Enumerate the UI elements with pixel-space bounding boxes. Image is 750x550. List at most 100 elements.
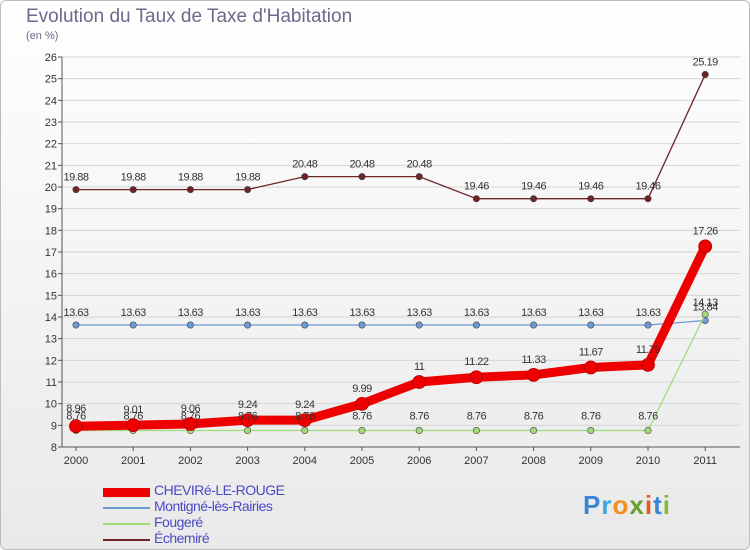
data-label: 13.63: [521, 307, 546, 319]
data-label: 9.99: [352, 383, 372, 395]
y-tick-label: 23: [45, 117, 57, 129]
y-tick-label: 11: [46, 377, 57, 389]
data-label: 8.76: [524, 411, 544, 423]
data-point: [415, 173, 423, 181]
data-point: [129, 186, 137, 194]
legend-label: Fougeré: [154, 514, 203, 530]
legend-label: CHEVIRé-LE-ROUGE: [154, 482, 285, 498]
data-label: 19.88: [235, 172, 260, 184]
x-tick-label: 2002: [178, 455, 202, 467]
data-point: [701, 310, 709, 318]
series-line: [71, 241, 710, 431]
data-point: [301, 321, 309, 329]
data-label: 17.26: [693, 225, 718, 237]
y-tick-label: 14: [45, 312, 57, 324]
y-tick-label: 18: [45, 225, 57, 237]
data-point: [183, 417, 198, 431]
data-point: [412, 375, 427, 389]
data-point: [358, 173, 366, 181]
data-point: [297, 413, 312, 428]
data-label: 11.22: [464, 356, 489, 368]
data-label: 11: [414, 361, 425, 373]
data-label: 8.76: [66, 411, 86, 423]
x-tick-label: 2006: [407, 455, 431, 467]
data-point: [415, 427, 423, 435]
data-label: 19.88: [121, 172, 146, 184]
data-label: 13.63: [635, 307, 660, 319]
y-tick-label: 25: [45, 74, 57, 86]
data-point: [472, 427, 480, 435]
legend-label: Montigné-lès-Rairies: [154, 498, 273, 514]
legend-swatch: [103, 539, 150, 541]
y-tick-label: 12: [45, 355, 57, 367]
data-label: 13.63: [407, 307, 432, 319]
series-line: [75, 73, 706, 200]
x-tick-label: 2004: [293, 455, 317, 467]
data-label: 8.76: [638, 411, 658, 423]
data-point: [530, 321, 538, 329]
data-point: [701, 71, 709, 79]
x-tick-label: 2009: [579, 455, 603, 467]
data-point: [301, 427, 309, 435]
y-tick-label: 13: [45, 334, 57, 346]
data-label: 8.76: [181, 411, 201, 423]
data-label: 19.88: [63, 172, 88, 184]
data-point: [641, 357, 655, 372]
y-tick-label: 9: [51, 420, 57, 432]
data-label: 20.48: [349, 159, 374, 171]
y-tick-label: 16: [45, 269, 57, 281]
data-label: 9.24: [295, 399, 315, 411]
data-label: 14.13: [693, 297, 718, 309]
data-point: [129, 321, 137, 329]
data-label: 13.63: [578, 307, 603, 319]
data-label: 8.76: [409, 411, 429, 423]
data-point: [244, 186, 252, 194]
y-tick-label: 19: [45, 204, 57, 216]
x-tick-label: 2011: [693, 455, 717, 467]
y-tick-label: 21: [45, 160, 57, 172]
data-label: 19.88: [178, 172, 203, 184]
y-tick-label: 22: [45, 139, 57, 151]
data-label: 8.76: [352, 411, 372, 423]
series-line: [75, 313, 706, 432]
data-label: 8.76: [238, 411, 258, 423]
data-label: 19.46: [635, 181, 660, 193]
data-label: 25.19: [693, 57, 718, 69]
data-label: 13.63: [292, 307, 317, 319]
y-tick-label: 26: [45, 52, 57, 64]
data-point: [186, 186, 194, 194]
data-point: [415, 321, 423, 329]
data-label: 19.46: [578, 181, 603, 193]
data-label: 20.48: [407, 159, 432, 171]
data-label: 20.48: [292, 159, 317, 171]
data-point: [587, 321, 595, 329]
data-point: [72, 321, 80, 329]
data-point: [240, 413, 255, 428]
x-tick-label: 2010: [636, 455, 660, 467]
y-tick-label: 10: [45, 399, 57, 411]
data-label: 13.63: [464, 307, 489, 319]
data-label: 11.79: [636, 344, 661, 356]
legend-swatch: [103, 488, 150, 497]
data-label: 13.63: [235, 307, 260, 319]
data-point: [526, 367, 541, 382]
data-label: 13.63: [63, 307, 88, 319]
chart-subtitle: (en %): [26, 30, 59, 42]
data-point: [244, 321, 252, 329]
data-label: 8.76: [295, 411, 315, 423]
data-point: [587, 427, 595, 435]
data-label: 11.67: [579, 346, 604, 358]
legend-swatch: [103, 507, 150, 509]
data-point: [244, 427, 252, 435]
data-label: 19.46: [521, 181, 546, 193]
x-tick-label: 2008: [521, 455, 545, 467]
data-point: [472, 321, 480, 329]
data-label: 8.96: [66, 403, 86, 415]
data-label: 19.46: [464, 181, 489, 193]
data-point: [472, 195, 480, 203]
data-label: 9.24: [238, 399, 258, 411]
data-point: [69, 419, 83, 434]
x-tick-label: 2000: [64, 455, 88, 467]
